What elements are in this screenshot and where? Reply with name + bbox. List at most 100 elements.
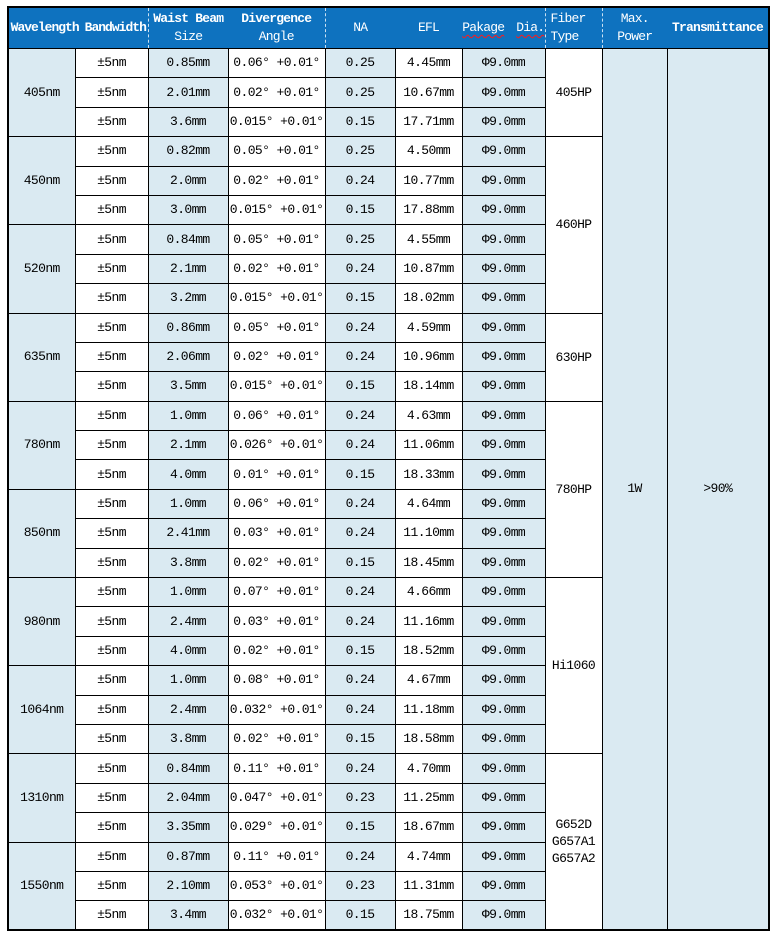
na-cell: 0.15 [324,371,396,402]
divergence-cell: 0.02° +0.01° [227,253,326,285]
efl-cell: 4.67mm [394,665,463,696]
efl-cell: 18.14mm [394,371,463,402]
bandwidth-cell: ±5nm [74,518,149,549]
efl-cell: 10.67mm [394,77,463,108]
header-divergence-line2: Angle [258,29,295,44]
header-fiber-type: Fiber Type [544,7,603,49]
table-row: ±5nm 2.01mm 0.02° +0.01° 0.25 10.67mm Φ9… [8,77,769,108]
package-cell: Φ9.0mm [461,518,546,549]
na-cell: 0.23 [324,870,396,902]
table-row: ±5nm 2.4mm 0.03° +0.01° 0.24 11.16mm Φ9.… [8,606,769,637]
na-cell: 0.25 [324,77,396,108]
bandwidth-cell: ±5nm [74,488,149,520]
header-divergence-line1: Divergence [241,11,312,26]
na-cell: 0.15 [324,723,396,755]
package-cell: Φ9.0mm [461,136,546,167]
header-wavelength-label: Wavelength [10,20,80,35]
package-cell: Φ9.0mm [461,900,546,931]
efl-cell: 11.18mm [394,694,463,725]
table-row: 635nm ±5nm 0.86mm 0.05° +0.01° 0.24 4.59… [7,312,769,402]
table-row: ±5nm 3.6mm 0.015° +0.01° 0.15 17.71mm Φ9… [8,106,769,138]
header-pakage-dia: Pakage Dia. [462,7,545,49]
package-cell: Φ9.0mm [461,577,546,608]
efl-cell: 18.33mm [394,459,463,490]
na-cell: 0.24 [324,165,396,196]
fiber-type-label: G652D [555,817,593,833]
divergence-cell: 0.02° +0.01° [227,341,326,373]
header-bandwidth-label: Bandwidth [84,20,147,35]
table-row: 450nm ±5nm 0.82mm 0.05° +0.01° 0.25 4.50… [7,136,769,314]
package-cell: Φ9.0mm [461,165,546,196]
na-cell: 0.24 [324,253,396,285]
divergence-cell: 0.11° +0.01° [227,753,326,784]
divergence-cell: 0.032° +0.01° [227,694,326,725]
package-cell: Φ9.0mm [461,430,546,461]
table-row: 1310nm ±5nm 0.84mm 0.11° +0.01° 0.24 4.7… [7,753,769,931]
waist-cell: 3.0mm [147,194,229,226]
table-row: 405nm ±5nm 0.85mm 0.06° +0.01° 0.25 4.45… [7,47,770,931]
table-row: ±5nm 2.04mm 0.047° +0.01° 0.23 11.25mm Φ… [8,782,769,814]
package-cell: Φ9.0mm [461,312,546,343]
waist-cell: 3.5mm [147,371,229,402]
package-cell: Φ9.0mm [461,194,546,226]
bandwidth-cell: ±5nm [74,606,149,637]
na-cell: 0.15 [324,106,396,138]
na-cell: 0.24 [324,753,396,784]
na-cell: 0.15 [324,283,396,314]
bandwidth-cell: ±5nm [74,312,149,343]
na-cell: 0.25 [324,136,396,167]
na-cell: 0.15 [324,459,396,490]
header-efl: EFL [395,7,463,49]
divergence-cell: 0.06° +0.01° [227,400,326,432]
efl-cell: 4.63mm [394,400,463,432]
waist-cell: 1.0mm [147,400,229,432]
table-row: ±5nm 4.0mm 0.01° +0.01° 0.15 18.33mm Φ9.… [8,459,769,490]
bandwidth-cell: ±5nm [74,694,149,725]
table-row: ±5nm 2.4mm 0.032° +0.01° 0.24 11.18mm Φ9… [8,694,769,725]
bandwidth-cell: ±5nm [74,400,149,432]
waist-cell: 3.8mm [147,547,229,579]
waist-cell: 2.4mm [147,606,229,637]
table-row: ±5nm 3.4mm 0.032° +0.01° 0.15 18.75mm Φ9… [8,900,769,931]
bandwidth-cell: ±5nm [74,136,149,167]
waist-cell: 2.0mm [147,165,229,196]
header-na: NA [324,7,396,49]
table-row: ±5nm 3.0mm 0.015° +0.01° 0.15 17.88mm Φ9… [8,194,769,226]
divergence-cell: 0.07° +0.01° [227,577,326,608]
fiber-type-label: Hi1060 [551,658,596,674]
table-row: ±5nm 2.1mm 0.02° +0.01° 0.24 10.87mm Φ9.… [8,253,769,285]
waist-cell: 2.06mm [147,341,229,373]
efl-cell: 4.66mm [394,577,463,608]
divergence-cell: 0.015° +0.01° [227,194,326,226]
bandwidth-cell: ±5nm [74,341,149,373]
header-row: Wavelength Bandwidth Waist Beam Size Diver… [8,7,770,49]
bandwidth-cell: ±5nm [74,812,149,843]
fiber-type-label: 780HP [555,481,593,497]
header-pakage-word: Pakage [462,20,505,35]
na-cell: 0.23 [324,782,396,814]
waist-cell: 0.82mm [147,136,229,167]
waist-cell: 3.6mm [147,106,229,138]
fiber-type-cell: 460HP [544,136,603,314]
package-cell: Φ9.0mm [461,459,546,490]
package-cell: Φ9.0mm [461,841,546,872]
wavelength-cell: 635nm [7,312,76,402]
header-divergence-angle: Divergence Angle [228,7,326,49]
bandwidth-cell: ±5nm [74,753,149,784]
na-cell: 0.24 [324,577,396,608]
wavelength-cell: 450nm [7,136,76,226]
table-row: 1550nm ±5nm 0.87mm 0.11° +0.01° 0.24 4.7… [7,841,769,931]
header-waist-line1: Waist Beam [153,11,224,26]
waist-cell: 1.0mm [147,665,229,696]
table-row: 780nm ±5nm 1.0mm 0.06° +0.01° 0.24 4.63m… [7,400,769,579]
package-cell: Φ9.0mm [461,371,546,402]
na-cell: 0.15 [324,547,396,579]
na-cell: 0.25 [324,224,396,255]
divergence-cell: 0.01° +0.01° [227,459,326,490]
divergence-cell: 0.06° +0.01° [227,47,326,79]
efl-cell: 4.50mm [394,136,463,167]
wavelength-cell: 980nm [7,577,76,667]
bandwidth-cell: ±5nm [74,47,149,79]
bandwidth-cell: ±5nm [74,253,149,285]
